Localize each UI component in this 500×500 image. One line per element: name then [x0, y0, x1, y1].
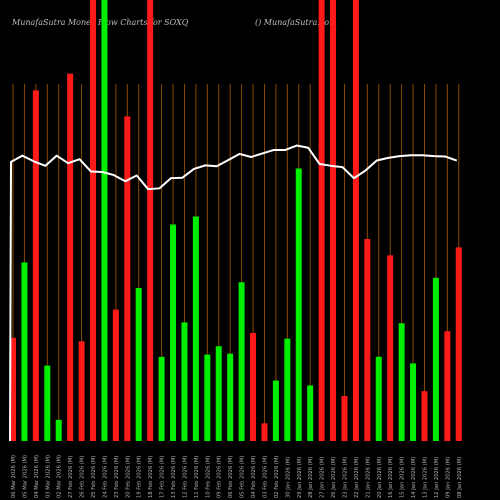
bar-3 [32, 90, 39, 442]
bar-10 [112, 309, 119, 441]
bar-33 [375, 356, 382, 441]
x-tick-label: 19 Feb 2026 (M) [137, 456, 143, 498]
bar-35 [398, 323, 405, 441]
x-tick-label: 18 Feb 2026 (M) [148, 456, 154, 498]
bar-22 [250, 332, 257, 441]
bar-1 [10, 337, 16, 441]
money-flow-line-group [9, 144, 458, 442]
money-flow-line [9, 144, 458, 442]
x-tick-label: 17 Feb 2026 (M) [160, 456, 166, 498]
x-tick-label: 26 Feb 2026 (M) [80, 456, 86, 498]
bar-36 [410, 363, 417, 441]
x-tick-label: 11 Feb 2026 (M) [194, 456, 200, 498]
x-tick-label: 21 Jan 2026 (M) [365, 457, 371, 498]
bar-29 [330, 0, 337, 441]
x-tick-label: 22 Jan 2026 (M) [354, 457, 360, 498]
bar-8 [90, 0, 97, 441]
x-tick-label: 29 Jan 2026 (M) [297, 457, 303, 498]
bar-37 [421, 391, 428, 441]
x-tick-label: 27 Feb 2026 (M) [68, 456, 74, 498]
x-tick-label: 08 Jan 2026 (M) [457, 457, 463, 498]
x-tick-label: 13 Jan 2026 (M) [422, 457, 428, 498]
x-tick-label: 20 Feb 2026 (M) [125, 456, 131, 498]
x-tick-label: 10 Feb 2026 (M) [205, 456, 211, 498]
chart-header-right: () MunafaSutra.com [255, 18, 337, 27]
x-tick-label: 09 Jan 2026 (M) [445, 457, 451, 498]
bar-25 [284, 338, 291, 441]
x-tick-label: 06 Feb 2026 (M) [228, 456, 234, 498]
x-tick-label: 13 Feb 2026 (M) [171, 456, 177, 498]
x-tick-label: 15 Jan 2026 (M) [400, 457, 406, 498]
x-tick-label: 03 Mar 2026 (M) [45, 455, 51, 498]
x-tick-label: 02 Mar 2026 (M) [57, 455, 63, 498]
bar-16 [181, 322, 188, 441]
chart-header-left: MunafaSutra Money Flow Charts for SOXQ [12, 18, 189, 27]
bar-13 [147, 0, 154, 441]
bars [10, 0, 462, 442]
x-tick-label: 12 Feb 2026 (M) [182, 456, 188, 498]
bar-32 [364, 239, 371, 441]
x-tick-label: 12 Jan 2026 (M) [434, 457, 440, 498]
x-axis-labels: 06 Mar 2026 (M) 05 Mar 2026 (M) 04 Mar 202… [11, 455, 463, 498]
x-tick-label: 05 Feb 2026 (M) [240, 456, 246, 498]
x-tick-label: 23 Jan 2026 (M) [342, 457, 348, 498]
x-tick-label: 04 Mar 2026 (M) [34, 455, 40, 498]
bar-14 [158, 356, 165, 441]
x-tick-label: 28 Jan 2026 (M) [308, 457, 314, 498]
bar-9 [101, 0, 108, 441]
x-tick-label: 24 Feb 2026 (M) [102, 456, 108, 498]
bar-11 [124, 116, 131, 442]
x-tick-label: 30 Jan 2026 (M) [285, 457, 291, 498]
x-tick-label: 25 Feb 2026 (M) [91, 456, 97, 498]
x-tick-label: 06 Mar 2026 (M) [11, 455, 17, 498]
bar-19 [215, 346, 222, 441]
bar-17 [192, 216, 199, 441]
bar-27 [307, 385, 314, 441]
bar-40 [455, 247, 462, 441]
x-tick-label: 23 Feb 2026 (M) [114, 456, 120, 498]
bar-39 [444, 331, 451, 441]
bar-4 [44, 365, 51, 441]
x-tick-label: 16 Jan 2026 (M) [388, 457, 394, 498]
bar-15 [170, 224, 177, 441]
bar-20 [227, 353, 234, 441]
bar-34 [387, 255, 394, 441]
bar-28 [318, 0, 325, 441]
bar-30 [341, 396, 348, 441]
x-tick-label: 05 Mar 2026 (M) [22, 455, 28, 498]
bar-26 [295, 168, 302, 441]
bar-31 [352, 0, 359, 441]
bar-24 [272, 380, 279, 441]
x-tick-label: 26 Jan 2026 (M) [331, 457, 337, 498]
bar-38 [432, 277, 439, 441]
x-tick-label: 09 Feb 2026 (M) [217, 456, 223, 498]
bar-21 [238, 282, 245, 441]
bar-12 [135, 287, 142, 441]
bar-23 [261, 423, 268, 441]
bar-18 [204, 354, 211, 441]
bar-5 [55, 419, 62, 441]
x-tick-label: 03 Feb 2026 (M) [262, 456, 268, 498]
bar-6 [67, 73, 74, 442]
bar-2 [21, 262, 28, 441]
x-tick-label: 04 Feb 2026 (M) [251, 456, 257, 498]
bar-7 [78, 341, 85, 441]
x-tick-label: 02 Feb 2026 (M) [274, 456, 280, 498]
x-tick-label: 14 Jan 2026 (M) [411, 457, 417, 498]
x-tick-label: 27 Jan 2026 (M) [320, 457, 326, 498]
x-tick-label: 20 Jan 2026 (M) [377, 457, 383, 498]
